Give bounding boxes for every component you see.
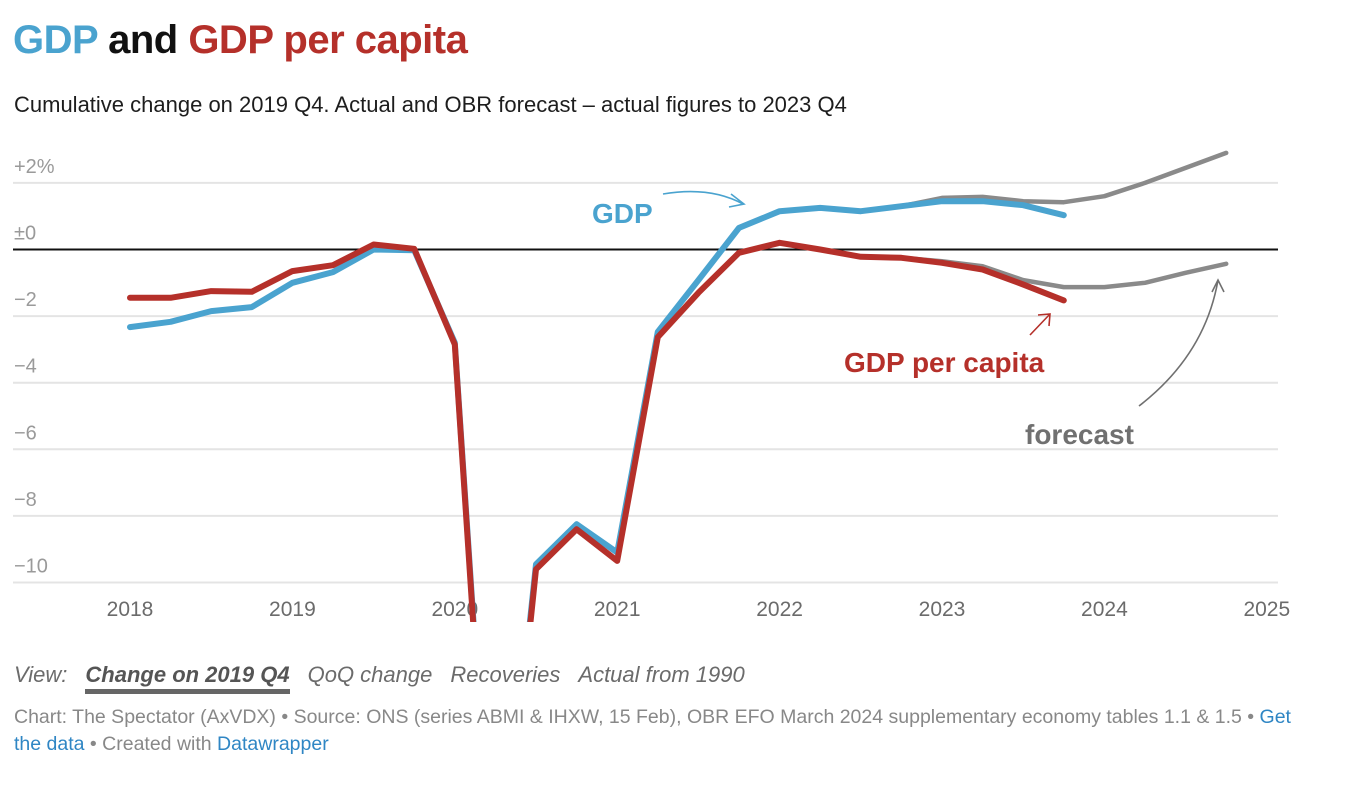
y-tick-label: −8 [14,489,37,511]
x-axis: 2018 2019 2020 2021 2022 2023 2024 2025 [107,598,1291,621]
chart-footer: Chart: The Spectator (AxVDX) • Source: O… [14,704,1304,758]
chart-title: GDP and GDP per capita [13,14,468,66]
view-option-actual-from-1990[interactable]: Actual from 1990 [578,662,745,687]
view-option-change-on-2019-q4[interactable]: Change on 2019 Q4 [85,662,290,694]
annotation-gdp-label: GDP [592,198,653,229]
series-line-gdp-per-capita [127,239,1067,622]
title-and: and [97,18,189,62]
y-tick-label: ±0 [14,223,36,245]
title-gdp: GDP [13,18,98,62]
y-tick-label: −6 [14,422,37,444]
datawrapper-link[interactable]: Datawrapper [217,733,329,755]
annotation-forecast-label: forecast [1025,419,1134,450]
chart-subtitle: Cumulative change on 2019 Q4. Actual and… [14,92,847,117]
series-line-gdp [127,198,1067,622]
footer-source-text: Chart: The Spectator (AxVDX) • Source: O… [14,706,1260,728]
series-line-gdp-per-capita-forecast-obr [533,240,1229,572]
x-tick-label: 2021 [594,598,641,621]
x-tick-label: 2024 [1081,598,1128,621]
y-tick-label: −2 [14,289,37,311]
y-tick-label: −4 [14,356,37,378]
y-tick-label: +2% [14,156,55,178]
series-lines [127,150,1229,622]
annotation-gdp-per-capita-label: GDP per capita [844,347,1045,378]
line-chart: +2% ±0 −2 −4 −6 −8 −10 2018 2019 2020 2021 2022 202… [13,150,1291,622]
x-tick-label: 2020 [431,598,478,621]
x-tick-label: 2019 [269,598,316,621]
view-selector: View: Change on 2019 Q4 QoQ change Recov… [14,662,745,694]
view-label: View: [14,662,68,687]
get-the-data-link[interactable]: Get the data [14,706,1291,755]
view-option-qoq-change[interactable]: QoQ change [307,662,433,687]
title-gdp-per-capita: GDP per capita [188,18,468,62]
footer-created-with: • Created with [84,733,218,755]
annotation-gdp-per-capita-arrow-icon [1029,313,1051,336]
y-tick-label: −10 [14,556,48,578]
annotation-forecast-arrow-icon [1138,278,1225,407]
x-tick-label: 2025 [1243,598,1290,621]
annotations: GDP GDP per capita forecast [592,190,1225,450]
x-tick-label: 2023 [919,598,966,621]
y-axis: +2% ±0 −2 −4 −6 −8 −10 [14,156,55,578]
x-tick-label: 2018 [107,598,154,621]
x-tick-label: 2022 [756,598,803,621]
annotation-gdp-arrow-icon [662,190,746,208]
view-option-recoveries[interactable]: Recoveries [450,662,561,687]
